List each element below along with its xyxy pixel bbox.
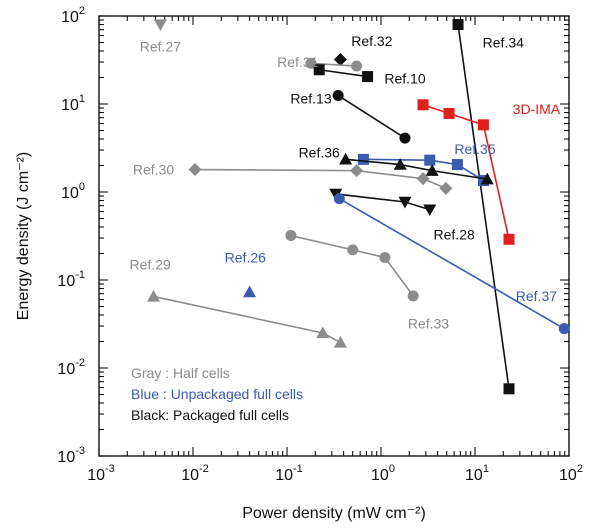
series-line — [345, 158, 488, 180]
series-line — [338, 197, 565, 330]
data-point-square — [362, 71, 374, 83]
x-tick-label: 102 — [559, 463, 583, 484]
data-point-circle — [333, 193, 345, 205]
series-label: Ref.26 — [225, 250, 266, 266]
data-point-circle — [285, 230, 297, 242]
data-point-triangle — [339, 152, 353, 165]
y-tick-label: 102 — [61, 5, 85, 26]
legend-item: Blue : Unpackaged full cells — [131, 386, 303, 402]
series-line — [457, 24, 510, 389]
data-point-circle — [399, 132, 411, 144]
data-point-triangle-down — [423, 204, 437, 217]
plot-frame — [98, 15, 570, 457]
data-point-diamond — [416, 172, 430, 186]
series-label: Ref.37 — [516, 288, 557, 304]
x-tick-label: 101 — [465, 463, 489, 484]
data-point-square — [313, 64, 325, 76]
data-point-triangle — [480, 172, 494, 185]
series-label: Ref.32 — [351, 33, 392, 49]
axis-ticks: 10-3 10-2 10-1 100 101 102 10-3 10-2 10-1 100 101 1… — [57, 5, 583, 484]
data-point-circle — [558, 323, 570, 335]
data-point-triangle-down — [398, 196, 412, 209]
series-ref-30 — [188, 163, 453, 195]
data-point-square — [424, 154, 436, 166]
series-ref-27 — [153, 19, 167, 32]
data-point-triangle — [333, 335, 347, 348]
series-labels: Ref.27 Ref.32 Ref.31 Ref.10 Ref.13 Ref.34 3D-I… — [130, 33, 561, 332]
series-3d-ima — [417, 99, 515, 245]
series-line — [337, 94, 406, 139]
y-tick-label: 10-2 — [57, 357, 85, 378]
series-line — [335, 193, 430, 211]
series-line — [363, 158, 484, 182]
series-label: Ref.29 — [130, 257, 171, 273]
series-ref-26 — [243, 285, 257, 298]
y-tick-label: 101 — [61, 93, 85, 114]
series-ref-29 — [146, 289, 347, 348]
series-line — [153, 295, 341, 344]
series-line — [422, 104, 510, 240]
legend-item: Gray : Half cells — [131, 365, 230, 381]
series-label: Ref.13 — [290, 91, 331, 107]
data-point-diamond — [350, 164, 364, 178]
legend-item: Black: Packaged full cells — [131, 407, 289, 423]
data-point-triangle — [243, 285, 257, 298]
data-point-triangle — [425, 164, 439, 176]
series-label: Ref.34 — [483, 34, 524, 50]
series-ref-10 — [313, 64, 374, 83]
series-ref-32 — [333, 53, 347, 67]
series-line — [194, 168, 447, 190]
series-label: Ref.36 — [299, 145, 340, 161]
data-point-square — [357, 153, 369, 165]
y-tick-label: 100 — [61, 181, 85, 202]
x-tick-label: 10-1 — [275, 463, 303, 484]
series-label: Ref.27 — [140, 39, 181, 55]
series-label: Ref.28 — [434, 226, 475, 242]
data-point-square — [503, 383, 515, 395]
data-point-circle — [351, 60, 363, 72]
series-ref-37 — [333, 193, 570, 335]
data-point-circle — [407, 290, 419, 302]
series-ref-13 — [332, 89, 411, 144]
y-axis-title: Energy density (J cm⁻²) — [15, 152, 32, 320]
series-label: Ref.35 — [454, 141, 495, 157]
series-ref-34 — [452, 19, 515, 395]
data-point-triangle — [316, 326, 330, 339]
x-tick-label: 100 — [371, 463, 395, 484]
series-ref-33 — [285, 230, 419, 302]
data-series — [146, 19, 570, 395]
series-label: Ref.33 — [408, 316, 449, 332]
data-point-triangle — [146, 289, 160, 302]
data-point-square — [451, 159, 463, 171]
x-axis-title: Power density (mW cm⁻²) — [242, 505, 426, 522]
legend: Gray : Half cells Blue : Unpackaged full … — [131, 365, 303, 423]
series-line — [290, 234, 414, 297]
data-point-diamond — [188, 163, 202, 177]
data-point-square — [443, 107, 455, 119]
data-point-square — [452, 19, 464, 31]
series-label: 3D-IMA — [513, 101, 561, 117]
series-line — [310, 62, 357, 67]
data-point-square — [477, 119, 489, 131]
x-tick-label: 10-2 — [181, 463, 209, 484]
series-label: Ref.30 — [133, 162, 174, 178]
data-point-diamond — [333, 53, 347, 67]
data-point-circle — [332, 89, 344, 101]
data-point-diamond — [439, 181, 453, 195]
series-label: Ref.31 — [277, 54, 318, 70]
data-point-triangle — [393, 158, 407, 170]
data-point-square — [503, 233, 515, 245]
series-label: Ref.10 — [384, 70, 425, 86]
data-point-circle — [379, 252, 391, 264]
data-point-square — [417, 99, 429, 111]
x-tick-label: 10-3 — [87, 463, 115, 484]
data-point-triangle-down — [153, 19, 167, 32]
y-tick-label: 10-1 — [57, 269, 85, 290]
data-point-circle — [347, 244, 359, 256]
series-ref-36 — [339, 152, 494, 185]
y-tick-label: 10-3 — [57, 445, 85, 466]
series-line — [319, 68, 368, 78]
